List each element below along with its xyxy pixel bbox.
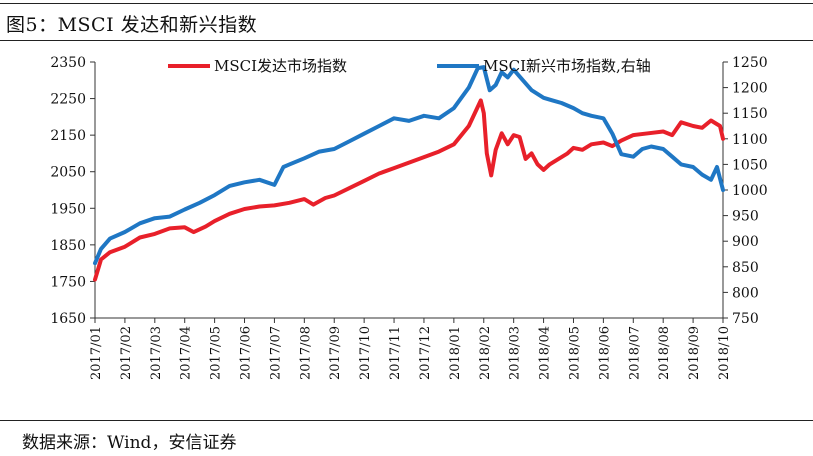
right-tick-label: 850 (732, 260, 759, 276)
x-tick-label: 2018/02 (478, 326, 493, 380)
x-tick-label: 2017/06 (239, 326, 254, 380)
left-tick-label: 1850 (50, 238, 86, 254)
left-tick-label: 2350 (50, 55, 86, 71)
x-tick-label: 2018/08 (657, 326, 672, 380)
legend-label: MSCI发达市场指数 (214, 57, 347, 75)
right-tick-label: 1200 (732, 81, 768, 97)
title-rule (0, 40, 813, 41)
x-tick-label: 2017/11 (388, 326, 403, 380)
chart-title: 图5：MSCI 发达和新兴指数 (6, 14, 258, 36)
x-tick-label: 2018/10 (717, 326, 732, 380)
x-tick-label: 2018/07 (627, 326, 642, 380)
right-tick-label: 950 (732, 209, 759, 225)
x-tick-label: 2017/12 (418, 326, 433, 380)
x-tick-label: 2017/04 (179, 326, 194, 380)
x-tick-label: 2017/05 (209, 326, 224, 380)
x-tick-label: 2018/03 (508, 326, 523, 380)
right-tick-label: 1050 (732, 157, 768, 173)
x-tick-label: 2017/02 (119, 326, 134, 380)
x-tick-label: 2017/10 (358, 326, 373, 380)
x-tick-label: 2017/07 (268, 326, 283, 380)
right-tick-label: 1000 (732, 183, 768, 199)
right-tick-label: 1100 (732, 132, 768, 148)
left-tick-label: 1650 (50, 311, 86, 327)
right-tick-label: 750 (732, 311, 759, 327)
left-tick-label: 2050 (50, 165, 86, 181)
legend-label: MSCI新兴市场指数,右轴 (483, 57, 651, 75)
x-tick-label: 2018/05 (567, 326, 582, 380)
left-tick-label: 1950 (50, 201, 86, 217)
line-chart: 1650 1750 1850 1950 2050 2150 2250 2350 750 800 85… (50, 55, 767, 380)
left-tick-label: 1750 (50, 274, 86, 290)
x-tick-label: 2018/01 (448, 326, 463, 380)
top-rule (0, 3, 813, 4)
right-tick-label: 1250 (732, 55, 768, 71)
x-tick-label: 2018/09 (687, 326, 702, 380)
chart-legend: MSCI发达市场指数 MSCI新兴市场指数,右轴 (168, 57, 651, 75)
source-note: 数据来源：Wind，安信证券 (22, 433, 237, 453)
chart-series (93, 65, 725, 282)
developed-series-line (93, 98, 725, 282)
left-tick-label: 2250 (50, 92, 86, 108)
right-tick-label: 800 (732, 285, 759, 301)
left-tick-label: 2150 (50, 128, 86, 144)
right-tick-label: 1150 (732, 106, 768, 122)
x-tick-label: 2017/08 (298, 326, 313, 380)
source-rule (0, 420, 813, 421)
x-tick-label: 2017/03 (149, 326, 164, 380)
chart-axes: 1650 1750 1850 1950 2050 2150 2250 2350 750 800 85… (50, 55, 767, 380)
emerging-series-line (93, 65, 725, 266)
x-tick-label: 2017/01 (89, 326, 104, 380)
right-tick-label: 900 (732, 234, 759, 250)
x-tick-label: 2018/06 (597, 326, 612, 380)
x-tick-label: 2018/04 (538, 326, 553, 380)
x-tick-label: 2017/09 (328, 326, 343, 380)
